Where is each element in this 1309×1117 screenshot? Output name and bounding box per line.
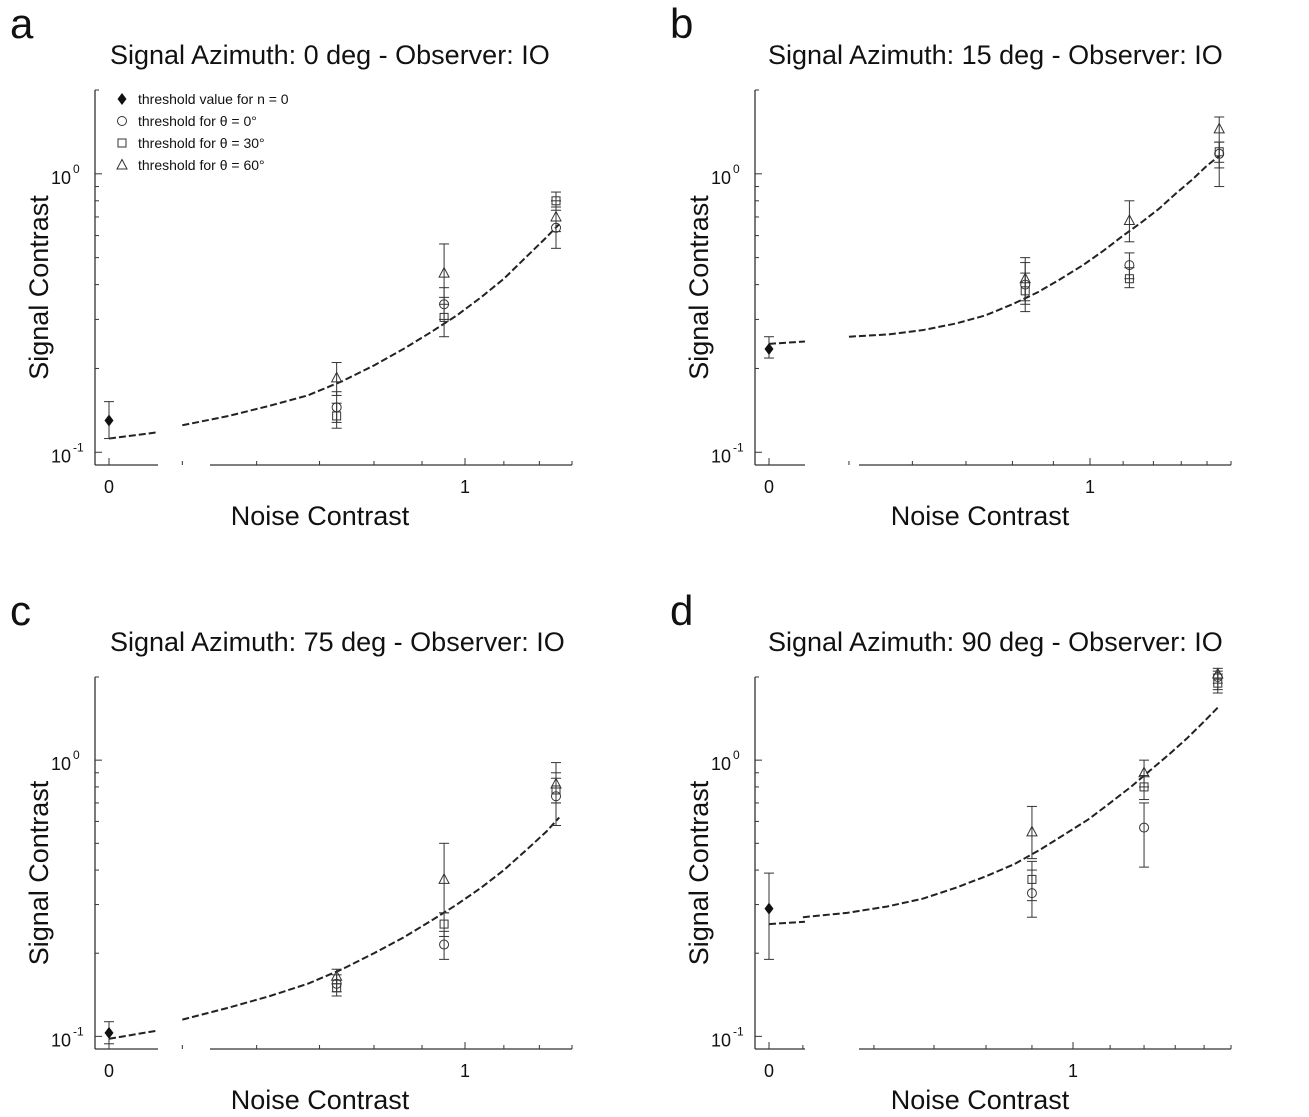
triangle-marker [1211, 667, 1224, 679]
y-tick-label: 10 [51, 754, 71, 774]
triangle-marker [550, 210, 562, 222]
filled-diamond-marker [764, 902, 774, 915]
legend-item-label: threshold for θ = 60° [138, 157, 265, 173]
x-axis-label: Noise Contrast [231, 1085, 410, 1115]
legend-item-label: threshold for θ = 0° [138, 113, 257, 129]
square-marker [439, 919, 449, 929]
triangle-marker [1123, 213, 1136, 225]
fit-curve [182, 223, 560, 427]
fit-curve [848, 155, 1220, 338]
legend-marker-filled-diamond [117, 93, 127, 105]
y-tick-exponent: 0 [733, 748, 740, 762]
triangle-marker [438, 266, 450, 278]
x-tick-label: 1 [460, 477, 470, 497]
fit-curve-zero-segment [768, 340, 806, 345]
panel-letter: a [10, 0, 34, 47]
panel-letter: b [670, 0, 693, 47]
legend-marker-square [117, 138, 127, 148]
fit-curve-zero-segment [108, 431, 159, 440]
circle-marker [439, 939, 450, 950]
y-axis-label: Signal Contrast [24, 780, 54, 965]
filled-diamond-marker [104, 414, 114, 427]
chart-title: Signal Azimuth: 75 deg - Observer: IO [110, 627, 565, 657]
triangle-marker [1019, 272, 1032, 284]
chart-title: Signal Azimuth: 90 deg - Observer: IO [768, 627, 1223, 657]
x-axis-label: Noise Contrast [231, 501, 410, 531]
fit-curve-zero-segment [108, 1029, 159, 1040]
y-tick-label: 10 [51, 446, 71, 466]
triangle-marker [1213, 122, 1226, 134]
panel-letter: d [670, 587, 693, 634]
y-axis-label: Signal Contrast [684, 780, 714, 965]
y-tick-label: 10 [51, 168, 71, 188]
triangle-marker [330, 371, 343, 383]
panel-letter: c [10, 587, 31, 634]
triangle-marker [438, 872, 450, 884]
filled-diamond-marker [764, 342, 774, 355]
triangle-marker [1026, 825, 1038, 837]
fit-curve-zero-segment [768, 920, 806, 926]
square-marker [1027, 874, 1037, 884]
y-tick-exponent: -1 [733, 1024, 744, 1038]
x-tick-label: 0 [104, 1061, 114, 1081]
x-axis-label: Noise Contrast [891, 1085, 1070, 1115]
y-tick-exponent: -1 [73, 1024, 84, 1038]
y-tick-exponent: -1 [733, 440, 744, 454]
x-tick-label: 0 [764, 477, 774, 497]
y-tick-label: 10 [711, 168, 731, 188]
triangle-marker [1138, 766, 1150, 778]
x-tick-label: 1 [1085, 477, 1095, 497]
chart-title: Signal Azimuth: 15 deg - Observer: IO [768, 40, 1223, 70]
x-tick-label: 1 [460, 1061, 470, 1081]
x-axis-label: Noise Contrast [891, 501, 1070, 531]
legend: threshold value for n = 0 threshold for θ… [138, 91, 289, 173]
fit-curve [182, 816, 560, 1021]
legend-marker-circle [117, 116, 127, 126]
legend-item-label: threshold for θ = 30° [138, 135, 265, 151]
square-marker [1124, 274, 1134, 284]
triangle-marker [330, 969, 343, 981]
x-tick-label: 0 [764, 1061, 774, 1081]
chart-title: Signal Azimuth: 0 deg - Observer: IO [110, 40, 550, 70]
y-tick-exponent: -1 [73, 440, 84, 454]
x-tick-label: 0 [104, 477, 114, 497]
y-axis-label: Signal Contrast [24, 195, 54, 380]
y-axis-label: Signal Contrast [684, 195, 714, 380]
square-marker [332, 411, 342, 421]
y-tick-exponent: 0 [73, 748, 80, 762]
y-tick-label: 10 [51, 1030, 71, 1050]
legend-item-label: threshold value for n = 0 [138, 91, 289, 107]
filled-diamond-marker [104, 1026, 114, 1039]
x-tick-label: 1 [1068, 1061, 1078, 1081]
y-tick-label: 10 [711, 446, 731, 466]
y-tick-exponent: 0 [73, 162, 80, 176]
fit-curve [802, 706, 1219, 919]
square-marker [439, 312, 449, 322]
triangle-marker [550, 777, 562, 789]
legend-marker-triangle [116, 158, 128, 170]
circle-marker [1139, 822, 1150, 833]
y-tick-exponent: 0 [733, 162, 740, 176]
y-tick-label: 10 [711, 1030, 731, 1050]
y-tick-label: 10 [711, 754, 731, 774]
